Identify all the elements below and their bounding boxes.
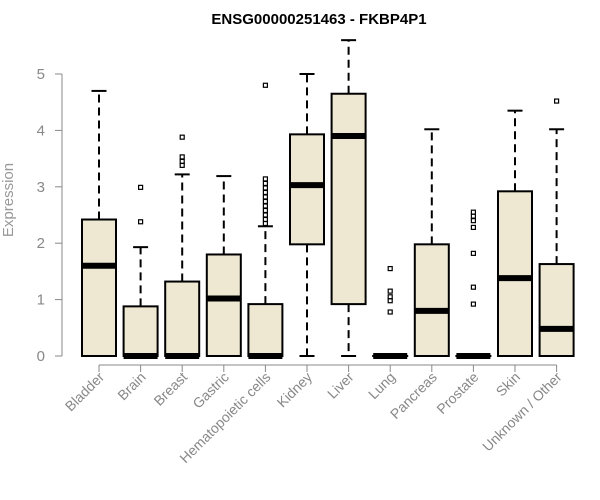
- y-axis: 0 1 2 3 4 5: [37, 66, 63, 365]
- category-label: Brain: [114, 369, 148, 403]
- iqr-box: [289, 133, 325, 246]
- y-tick-label: 3: [37, 179, 45, 196]
- iqr-box: [164, 280, 201, 357]
- iqr-box: [497, 190, 533, 357]
- outlier-point: [262, 180, 268, 187]
- outlier-point: [262, 82, 268, 88]
- category-label: Lung: [365, 369, 398, 402]
- outlier-point: [387, 309, 393, 315]
- outlier-point: [262, 207, 268, 214]
- iqr-box: [205, 253, 242, 357]
- category-label: Kidney: [274, 369, 316, 411]
- chart-title: ENSG00000251463 - FKBP4P1: [211, 11, 426, 28]
- iqr-box: [122, 305, 159, 358]
- category-label: Prostate: [433, 369, 481, 417]
- category-label: Unknown / Other: [479, 369, 565, 455]
- box-unknown-other: [538, 98, 575, 357]
- outlier-point: [262, 194, 268, 200]
- y-tick-label: 2: [37, 235, 45, 252]
- category-label: Breast: [150, 369, 190, 409]
- outlier-point: [470, 209, 476, 215]
- y-tick-label: 1: [37, 292, 45, 309]
- outlier-point: [470, 284, 476, 290]
- box-breast: [164, 134, 201, 359]
- outlier-point: [262, 176, 268, 182]
- outlier-point: [262, 185, 268, 191]
- box-kidney: [289, 73, 325, 357]
- category-label: Bladder: [62, 369, 108, 415]
- iqr-box: [330, 92, 367, 306]
- iqr-box: [247, 303, 284, 357]
- box-hematopoietic-cells: [247, 82, 284, 359]
- y-tick-label: 4: [37, 122, 45, 139]
- box-pancreas: [413, 128, 450, 357]
- outlier-point: [262, 198, 268, 205]
- iqr-box: [413, 243, 450, 357]
- outlier-point: [553, 98, 560, 104]
- box-prostate: [455, 209, 492, 359]
- iqr-box: [538, 263, 575, 357]
- outlier-point: [179, 134, 185, 140]
- outlier-point: [470, 224, 476, 231]
- y-axis-label: Expression: [0, 163, 17, 237]
- outlier-point: [470, 301, 476, 307]
- outlier-point: [262, 189, 268, 196]
- box-lung: [372, 265, 409, 359]
- outlier-point: [179, 154, 185, 160]
- category-label: Skin: [493, 369, 524, 400]
- boxes-group: [81, 39, 575, 359]
- box-gastric: [205, 175, 242, 357]
- box-skin: [497, 109, 533, 357]
- y-tick-label: 5: [37, 66, 45, 83]
- outlier-point: [262, 212, 268, 218]
- outlier-point: [387, 265, 393, 272]
- outlier-point: [262, 203, 268, 209]
- category-label: Liver: [324, 369, 357, 402]
- outlier-point: [387, 288, 393, 294]
- outlier-point: [387, 294, 393, 300]
- box-brain: [122, 184, 159, 359]
- y-tick-label: 0: [37, 348, 45, 365]
- box-liver: [330, 39, 367, 357]
- box-bladder: [81, 89, 117, 357]
- outlier-point: [138, 219, 144, 225]
- outlier-point: [470, 250, 476, 256]
- outlier-point: [470, 218, 476, 224]
- iqr-box: [81, 218, 117, 357]
- outlier-point: [138, 184, 144, 190]
